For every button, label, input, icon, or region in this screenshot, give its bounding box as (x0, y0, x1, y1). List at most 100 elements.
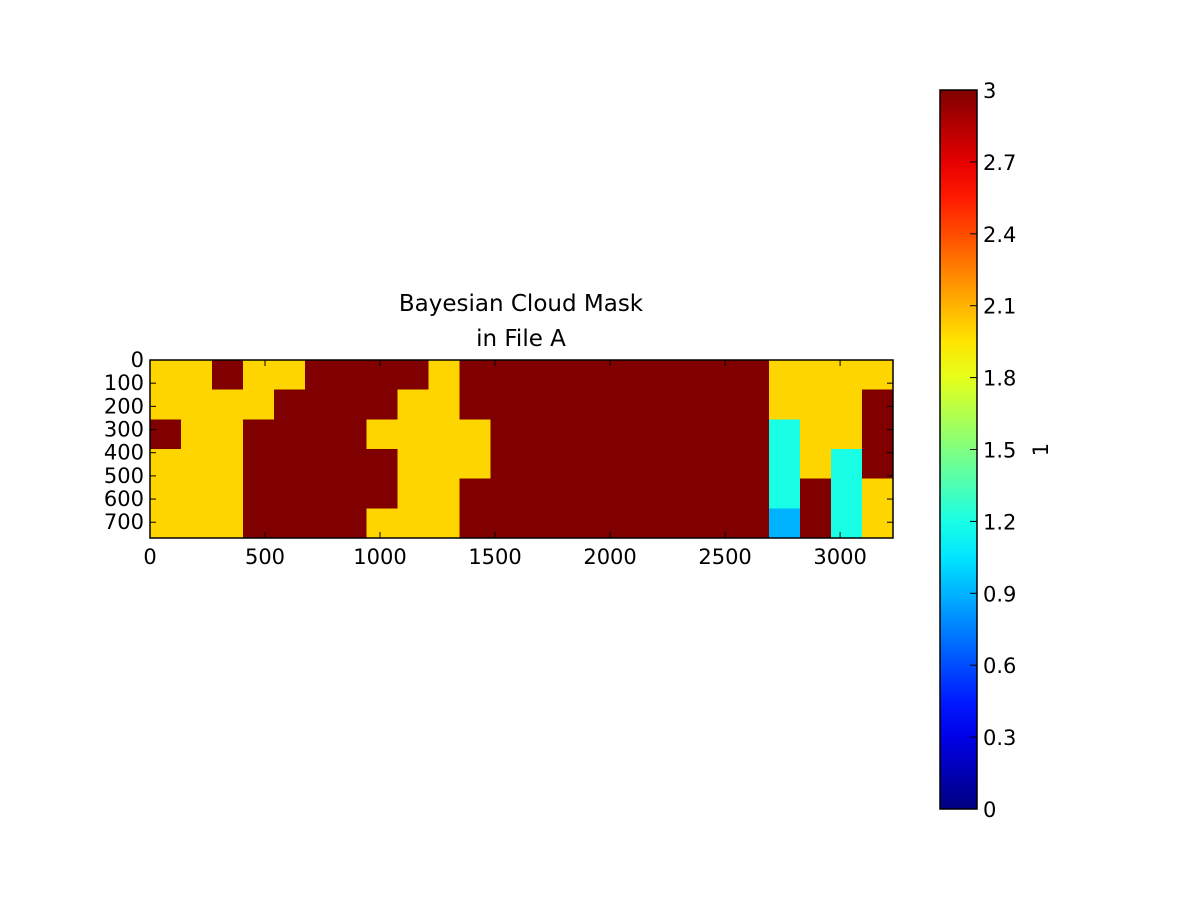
colorbar-tick-label: 3 (983, 79, 996, 103)
heatmap-cell (150, 508, 182, 539)
heatmap-cell (831, 360, 863, 391)
heatmap-cell (707, 360, 739, 391)
heatmap-cell (800, 478, 832, 509)
heatmap-cell (211, 389, 244, 420)
heatmap-cell (180, 360, 213, 391)
heatmap-cell (335, 360, 368, 391)
heatmap-cell (521, 508, 553, 539)
heatmap-cell (831, 449, 863, 480)
heatmap-cell (676, 508, 708, 539)
heatmap-cell (397, 478, 430, 509)
heatmap-cell (614, 419, 646, 450)
heatmap-cell (521, 360, 553, 391)
heatmap-cell (676, 419, 708, 450)
x-tick-label: 500 (245, 545, 285, 569)
heatmap-cell (273, 449, 306, 480)
heatmap-cell (397, 389, 430, 420)
heatmap-cell (800, 419, 832, 450)
heatmap-cell (614, 478, 646, 509)
heatmap-cell (304, 360, 337, 391)
heatmap-cell (366, 419, 399, 450)
heatmap-cell (676, 449, 708, 480)
heatmap-cell (769, 360, 801, 391)
heatmap-cell (459, 508, 492, 539)
heatmap-cell (397, 360, 430, 391)
heatmap-cell (707, 449, 739, 480)
heatmap-cell (645, 449, 677, 480)
heatmap-cell (273, 389, 306, 420)
heatmap-cell (180, 508, 213, 539)
heatmap-cell (738, 478, 770, 509)
heatmap-cell (552, 389, 584, 420)
heatmap-cell (831, 389, 863, 420)
colorbar-tick-label: 2.1 (983, 295, 1016, 319)
heatmap-cell (335, 419, 368, 450)
heatmap-cell (645, 419, 677, 450)
heatmap-cell (614, 360, 646, 391)
heatmap-cell (304, 478, 337, 509)
heatmap-cell (583, 449, 615, 480)
colorbar-tick-label: 1.2 (983, 510, 1016, 534)
heatmap-cell (800, 449, 832, 480)
heatmap-cell (150, 419, 182, 450)
heatmap-cell (769, 389, 801, 420)
colorbar-tick-label: 1.5 (983, 439, 1016, 463)
colorbar-tick-label: 0.3 (983, 726, 1016, 750)
heatmap-cell (614, 449, 646, 480)
colorbar-label: 1 (1029, 443, 1053, 456)
heatmap-cell (459, 478, 492, 509)
heatmap-cell (304, 419, 337, 450)
heatmap-cell (211, 478, 244, 509)
heatmap-cell (707, 419, 739, 450)
y-tick-label: 600 (104, 487, 144, 511)
heatmap-cell (552, 360, 584, 391)
x-tick-label: 2000 (583, 545, 636, 569)
x-tick-label: 1500 (468, 545, 521, 569)
heatmap-cell (738, 360, 770, 391)
y-tick-label: 700 (104, 510, 144, 534)
heatmap-cell (552, 478, 584, 509)
heatmap-cell (397, 449, 430, 480)
heatmap-cell (428, 360, 461, 391)
heatmap-cell (242, 360, 275, 391)
heatmap-cell (459, 419, 492, 450)
heatmap-cell (552, 508, 584, 539)
heatmap-cell (800, 360, 832, 391)
heatmap-cell (273, 508, 306, 539)
heatmap-cell (862, 449, 894, 480)
colorbar-tick-label: 2.4 (983, 223, 1016, 247)
y-tick-label: 400 (104, 441, 144, 465)
heatmap-cell (335, 449, 368, 480)
x-tick-label: 0 (143, 545, 156, 569)
x-tick-label: 2500 (698, 545, 751, 569)
heatmap-cell (769, 419, 801, 450)
heatmap-cell (428, 478, 461, 509)
colorbar-tick-label: 0.6 (983, 654, 1016, 678)
heatmap-cell (676, 478, 708, 509)
heatmap-cell (645, 508, 677, 539)
x-tick-label: 1000 (353, 545, 406, 569)
colorbar-tick-label: 0.9 (983, 582, 1016, 606)
heatmap-cell (150, 389, 182, 420)
heatmap-cell (738, 419, 770, 450)
heatmap-cell (366, 478, 399, 509)
heatmap-cell (490, 419, 522, 450)
heatmap-cell (862, 360, 894, 391)
heatmap-cell (150, 360, 182, 391)
heatmap-cell (769, 449, 801, 480)
heatmap-cell (180, 478, 213, 509)
heatmap-cell (211, 419, 244, 450)
heatmap-cell (552, 419, 584, 450)
heatmap-cell (428, 389, 461, 420)
y-tick-label: 200 (104, 394, 144, 418)
heatmap-cell (273, 478, 306, 509)
heatmap-cell (242, 419, 275, 450)
heatmap-cell (676, 360, 708, 391)
heatmap-cell (800, 389, 832, 420)
heatmap-cell (428, 508, 461, 539)
heatmap-cell (304, 449, 337, 480)
heatmap-cell (490, 508, 522, 539)
heatmap-cell (335, 508, 368, 539)
heatmap-cell (769, 508, 801, 539)
heatmap-cell (366, 508, 399, 539)
